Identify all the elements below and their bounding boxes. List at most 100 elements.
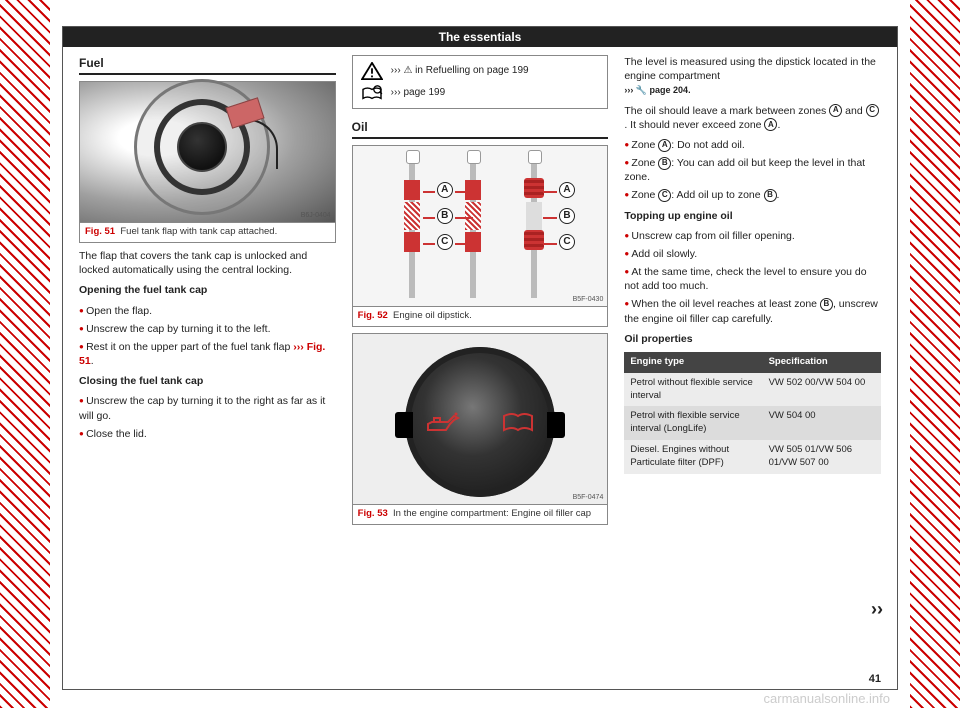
- table-header-engine: Engine type: [624, 352, 762, 373]
- zone-a-inline: A: [764, 118, 777, 131]
- table-row: Petrol without flexible service interval…: [624, 373, 881, 407]
- col3-p1: The level is measured using the dipstick…: [624, 55, 881, 98]
- text: and: [842, 105, 865, 117]
- page-hatching-left: [0, 0, 50, 708]
- text: Zone: [631, 189, 658, 201]
- list-item: Zone A: Do not add oil.: [624, 138, 881, 152]
- zone-b-inline: B: [658, 157, 671, 170]
- section-heading-oil: Oil: [352, 119, 609, 139]
- col1-h1: Opening the fuel tank cap: [79, 284, 207, 296]
- list-item: Add oil slowly.: [624, 247, 881, 261]
- figure-51-image: B6J-0404: [80, 82, 335, 222]
- col1-list1: Open the flap. Unscrew the cap by turnin…: [79, 304, 336, 369]
- oil-spec-table: Engine type Specification Petrol without…: [624, 352, 881, 474]
- text: : Add oil up to zone: [671, 189, 763, 201]
- col1-list2: Unscrew the cap by turning it to the rig…: [79, 394, 336, 441]
- cell-spec: VW 502 00/VW 504 00: [763, 373, 881, 407]
- list-item: Zone C: Add oil up to zone B.: [624, 188, 881, 202]
- figure-51-code: B6J-0404: [301, 211, 331, 220]
- figure-52-caption: Fig. 52 Engine oil dipstick.: [353, 306, 608, 326]
- zone-c-inline: C: [866, 104, 879, 117]
- zone-c-inline: C: [658, 189, 671, 202]
- col1-para: The flap that covers the tank cap is unl…: [79, 249, 336, 277]
- list-item: Close the lid.: [79, 427, 336, 441]
- list-item: Unscrew the cap by turning it to the lef…: [79, 322, 336, 336]
- list-item-text: Rest it on the upper part of the fuel ta…: [86, 341, 293, 353]
- figure-53-code: B5F-0474: [573, 493, 604, 502]
- column-2: ››› ⚠ in Refuelling on page 199 ››› page…: [352, 55, 609, 661]
- page-hatching-right: [910, 0, 960, 708]
- table-header-spec: Specification: [763, 352, 881, 373]
- list-item: At the same time, check the level to ens…: [624, 265, 881, 293]
- text: When the oil level reaches at least zone: [631, 298, 820, 310]
- text: : Do not add oil.: [671, 139, 745, 151]
- col3-h1: Topping up engine oil: [624, 210, 732, 222]
- col3-p2: The oil should leave a mark between zone…: [624, 104, 881, 132]
- text: .: [777, 189, 780, 201]
- zone-label-a: A: [437, 182, 453, 198]
- reference-box: ››› ⚠ in Refuelling on page 199 ››› page…: [352, 55, 609, 109]
- col1-h2: Closing the fuel tank cap: [79, 375, 203, 387]
- zone-label-b: B: [437, 208, 453, 224]
- table-row: Petrol with flexible service interval (L…: [624, 406, 881, 440]
- cell-engine: Petrol without flexible service interval: [624, 373, 762, 407]
- list-item-text: .: [91, 355, 94, 367]
- zone-label-a: A: [559, 182, 575, 198]
- figure-52-text: Engine oil dipstick.: [393, 310, 472, 321]
- figure-51-num: Fig. 51: [85, 226, 115, 237]
- zone-b-inline: B: [820, 298, 833, 311]
- figure-52-num: Fig. 52: [358, 310, 388, 321]
- cell-spec: VW 504 00: [763, 406, 881, 440]
- ref-warning-text: ››› ⚠ in Refuelling on page 199: [391, 64, 529, 78]
- list-item: Unscrew the cap by turning it to the rig…: [79, 394, 336, 422]
- text: . It should never exceed zone: [624, 119, 764, 131]
- zone-b-inline: B: [764, 189, 777, 202]
- page-number: 41: [869, 673, 881, 685]
- table-row: Diesel. Engines without Particulate filt…: [624, 440, 881, 474]
- manual-icon: [500, 410, 536, 434]
- xref-page204: ››› 🔧 page 204.: [624, 85, 690, 95]
- text: Zone: [631, 139, 658, 151]
- figure-53-image: B5F-0474: [353, 334, 608, 504]
- zone-label-b: B: [559, 208, 575, 224]
- list-item: Zone B: You can add oil but keep the lev…: [624, 156, 881, 184]
- list-item: Unscrew cap from oil filler opening.: [624, 229, 881, 243]
- zone-a-inline: A: [658, 139, 671, 152]
- figure-52-code: B5F-0430: [573, 295, 604, 304]
- list-item: When the oil level reaches at least zone…: [624, 297, 881, 325]
- site-watermark: carmanualsonline.info: [764, 691, 890, 706]
- ref-row-book: ››› page 199: [361, 84, 600, 102]
- text: The level is measured using the dipstick…: [624, 56, 876, 82]
- figure-53-num: Fig. 53: [358, 508, 388, 519]
- col3-h2: Oil properties: [624, 333, 692, 345]
- cell-engine: Petrol with flexible service interval (L…: [624, 406, 762, 440]
- zone-label-c: C: [559, 234, 575, 250]
- cell-spec: VW 505 01/VW 506 01/VW 507 00: [763, 440, 881, 474]
- column-3: The level is measured using the dipstick…: [624, 55, 881, 661]
- continue-arrows: ››: [871, 597, 883, 621]
- title-bar: The essentials: [63, 27, 897, 47]
- text: Zone: [631, 157, 658, 169]
- book-icon: [361, 84, 383, 102]
- ref-book-text: ››› page 199: [391, 86, 445, 100]
- zone-a-inline: A: [829, 104, 842, 117]
- figure-51: B6J-0404 Fig. 51 Fuel tank flap with tan…: [79, 81, 336, 243]
- figure-52-image: A B C A B C B5F-0430: [353, 146, 608, 306]
- zone-label-c: C: [437, 234, 453, 250]
- page-frame: The essentials Fuel B6J-0404 Fig. 51 Fue…: [62, 26, 898, 690]
- figure-52: A B C A B C B5F-0430 Fig. 52 Engine oil …: [352, 145, 609, 327]
- column-1: Fuel B6J-0404 Fig. 51 Fuel tank flap wit…: [79, 55, 336, 661]
- figure-53-caption: Fig. 53 In the engine compartment: Engin…: [353, 504, 608, 524]
- oil-can-icon: [424, 410, 460, 434]
- topup-list: Unscrew cap from oil filler opening. Add…: [624, 229, 881, 326]
- figure-53: B5F-0474 Fig. 53 In the engine compartme…: [352, 333, 609, 525]
- figure-53-text: In the engine compartment: Engine oil fi…: [393, 508, 591, 519]
- list-item: Open the flap.: [79, 304, 336, 318]
- cell-engine: Diesel. Engines without Particulate filt…: [624, 440, 762, 474]
- ref-row-warning: ››› ⚠ in Refuelling on page 199: [361, 62, 600, 80]
- text: .: [777, 119, 780, 131]
- warning-icon: [361, 62, 383, 80]
- text: The oil should leave a mark between zone…: [624, 105, 829, 117]
- columns: Fuel B6J-0404 Fig. 51 Fuel tank flap wit…: [63, 47, 897, 665]
- figure-51-text: Fuel tank flap with tank cap attached.: [120, 226, 277, 237]
